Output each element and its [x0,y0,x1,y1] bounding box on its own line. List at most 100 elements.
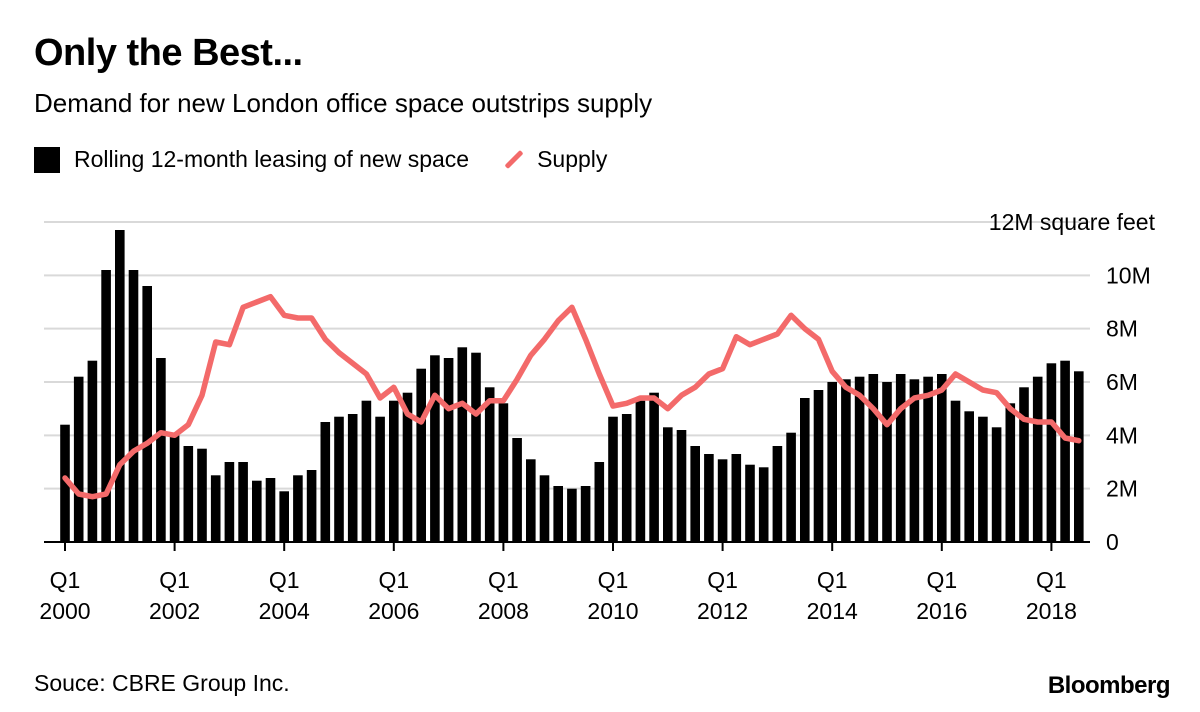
leasing-bar [676,430,687,542]
leasing-bar [758,467,769,542]
leasing-bar [594,462,605,542]
leasing-bar [772,446,783,542]
leasing-bar [717,459,728,542]
leasing-bar [1005,403,1016,542]
leasing-bar [73,376,84,542]
leasing-bar [1032,376,1043,542]
x-tick-label-year: 2016 [916,598,967,624]
legend-bar-swatch [34,146,60,173]
x-tick-label-year: 2008 [478,598,529,624]
leasing-bar [553,486,563,542]
leasing-bar [580,486,591,542]
x-tick-label-year: 2002 [149,598,200,624]
leasing-bar [690,446,700,542]
leasing-bar [841,379,851,542]
leasing-bar [964,411,974,542]
leasing-bar [1074,371,1084,542]
legend-label-leasing: Rolling 12-month leasing of new space [74,146,470,172]
supply-line [62,293,1082,500]
leasing-bar [800,398,810,542]
leasing-bar [512,438,522,542]
legend-item-leasing: Rolling 12-month leasing of new space [34,146,469,173]
leasing-bar [279,491,289,542]
leasing-bar [1046,363,1057,542]
leasing-bar [389,400,399,542]
bloomberg-logo: Bloomberg [1047,672,1171,699]
leasing-bar [745,464,755,542]
x-tick-label-year: 2006 [368,598,419,624]
x-tick-label-quarter: Q1 [378,567,409,593]
leasing-bar [416,368,426,542]
leasing-bar [498,403,509,542]
leasing-bar [895,374,906,542]
leasing-bar [608,416,618,542]
y-tick-label: 10M [1106,262,1151,288]
leasing-bar [649,392,659,542]
leasing-bar [471,352,481,542]
leasing-bar [909,379,920,542]
leasing-bar [183,446,194,542]
leasing-bar [87,360,98,542]
x-tick-label-year: 2000 [39,598,90,624]
leasing-bar [526,459,536,542]
leasing-bar [923,376,933,542]
chart-title: Only the Best... [34,32,303,74]
leasing-bar [978,416,988,542]
leasing-bar [128,270,139,542]
leasing-bar [197,448,207,542]
leasing-bar [539,475,550,542]
leasing-bar [635,400,646,542]
x-tick-label-quarter: Q1 [488,567,519,593]
legend-item-supply: Supply [503,146,607,173]
leasing-bar [293,475,303,542]
leasing-bar [402,392,413,542]
leasing-bar [347,414,358,542]
y-tick-label: 6M [1106,369,1138,395]
x-tick-label-year: 2014 [807,598,858,624]
leasing-bar [484,387,495,542]
leasing-bar [882,382,892,542]
leasing-bar [621,414,632,542]
x-tick-label-year: 2012 [697,598,748,624]
source-note: Souce: CBRE Group Inc. [34,670,290,696]
leasing-bar [101,270,111,542]
leasing-bar [60,424,70,542]
y-tick-label: 12M square feet [989,209,1156,235]
leasing-bar [156,358,166,542]
leasing-bar [265,478,276,542]
y-tick-label: 2M [1106,476,1138,502]
leasing-bar [704,454,714,542]
legend: Rolling 12-month leasing of new space Su… [34,146,641,173]
leasing-bar [375,416,385,542]
leasing-bar [1019,387,1029,542]
x-tick-label-quarter: Q1 [50,567,81,593]
leasing-bar [169,435,180,542]
leasing-bar [868,374,879,542]
leasing-bar [252,480,262,542]
leasing-bar [210,475,221,542]
x-tick-label-quarter: Q1 [707,567,738,593]
leasing-bar [827,382,837,542]
x-tick-label-year: 2010 [587,598,638,624]
leasing-bar [238,462,248,542]
leasing-bar [937,374,947,542]
leasing-bar [115,230,125,542]
leasing-bar [786,432,796,542]
x-tick-label-quarter: Q1 [598,567,629,593]
leasing-bar [334,416,344,542]
leasing-bar [443,358,454,542]
x-tick-label-quarter: Q1 [926,567,957,593]
leasing-bar [813,390,824,542]
chart-subtitle: Demand for new London office space outst… [34,88,653,118]
x-tick-label-year: 2004 [259,598,310,624]
leasing-bar [430,355,440,542]
leasing-bar [457,347,468,542]
leasing-bar [731,454,742,542]
x-tick-label-quarter: Q1 [269,567,300,593]
leasing-bar [1060,360,1070,542]
leasing-bar [320,422,331,542]
leasing-bar [854,376,865,542]
leasing-bar [224,462,235,542]
x-tick-label-quarter: Q1 [159,567,190,593]
